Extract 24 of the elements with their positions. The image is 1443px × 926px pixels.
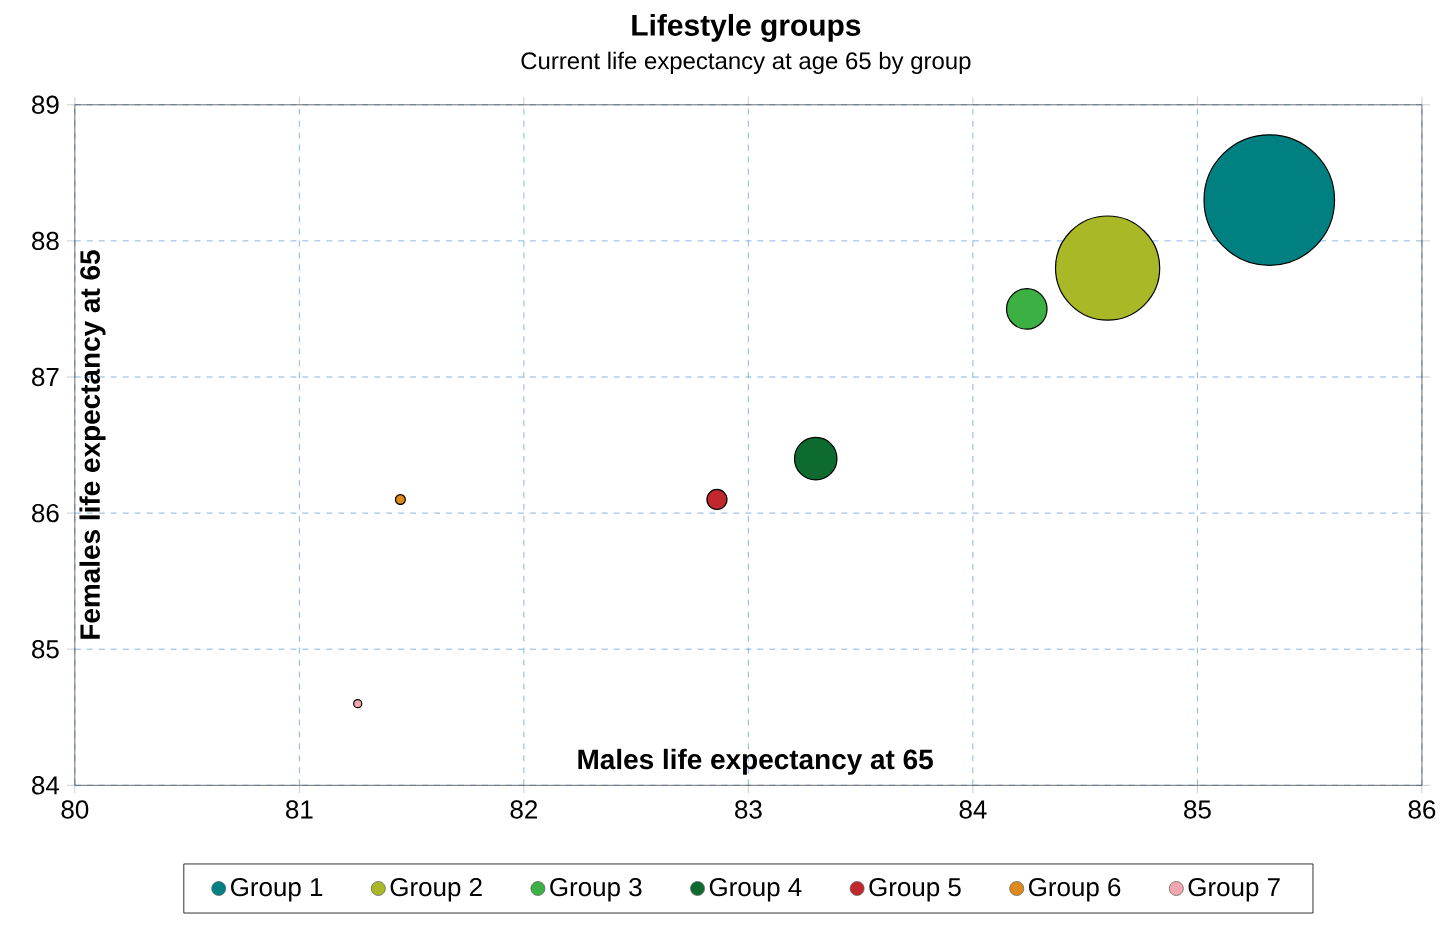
y-tick-label: 87 [32, 367, 59, 387]
x-tick-label: 84 [959, 800, 987, 819]
y-tick-label: 88 [32, 231, 59, 251]
chart-title: Lifestyle groups [632, 13, 861, 42]
legend-label: Group 5 [869, 877, 961, 902]
y-tick-label: 84 [32, 776, 60, 795]
y-tick-label: 86 [32, 503, 59, 523]
legend-label: Group 7 [1188, 877, 1280, 902]
legend-label: Group 6 [1029, 877, 1121, 902]
legend-label: Group 3 [550, 877, 642, 902]
x-tick-label: 81 [286, 800, 313, 819]
y-axis-title: Females life expectancy at 65 [79, 250, 106, 639]
x-tick-label: 85 [1184, 800, 1211, 819]
chart-subtitle: Current life expectancy at age 65 by group [521, 51, 971, 75]
y-tick-label: 85 [32, 640, 59, 659]
x-axis-title: Males life expectancy at 65 [578, 748, 933, 775]
legend-label: Group 2 [390, 877, 482, 902]
x-tick-label: 82 [510, 800, 537, 819]
y-tick-label: 89 [32, 95, 59, 114]
x-tick-label: 80 [61, 800, 89, 819]
x-tick-label: 83 [735, 800, 762, 819]
legend-label: Group 1 [231, 877, 323, 902]
x-tick-label: 86 [1408, 800, 1436, 819]
legend-label: Group 4 [709, 877, 802, 902]
